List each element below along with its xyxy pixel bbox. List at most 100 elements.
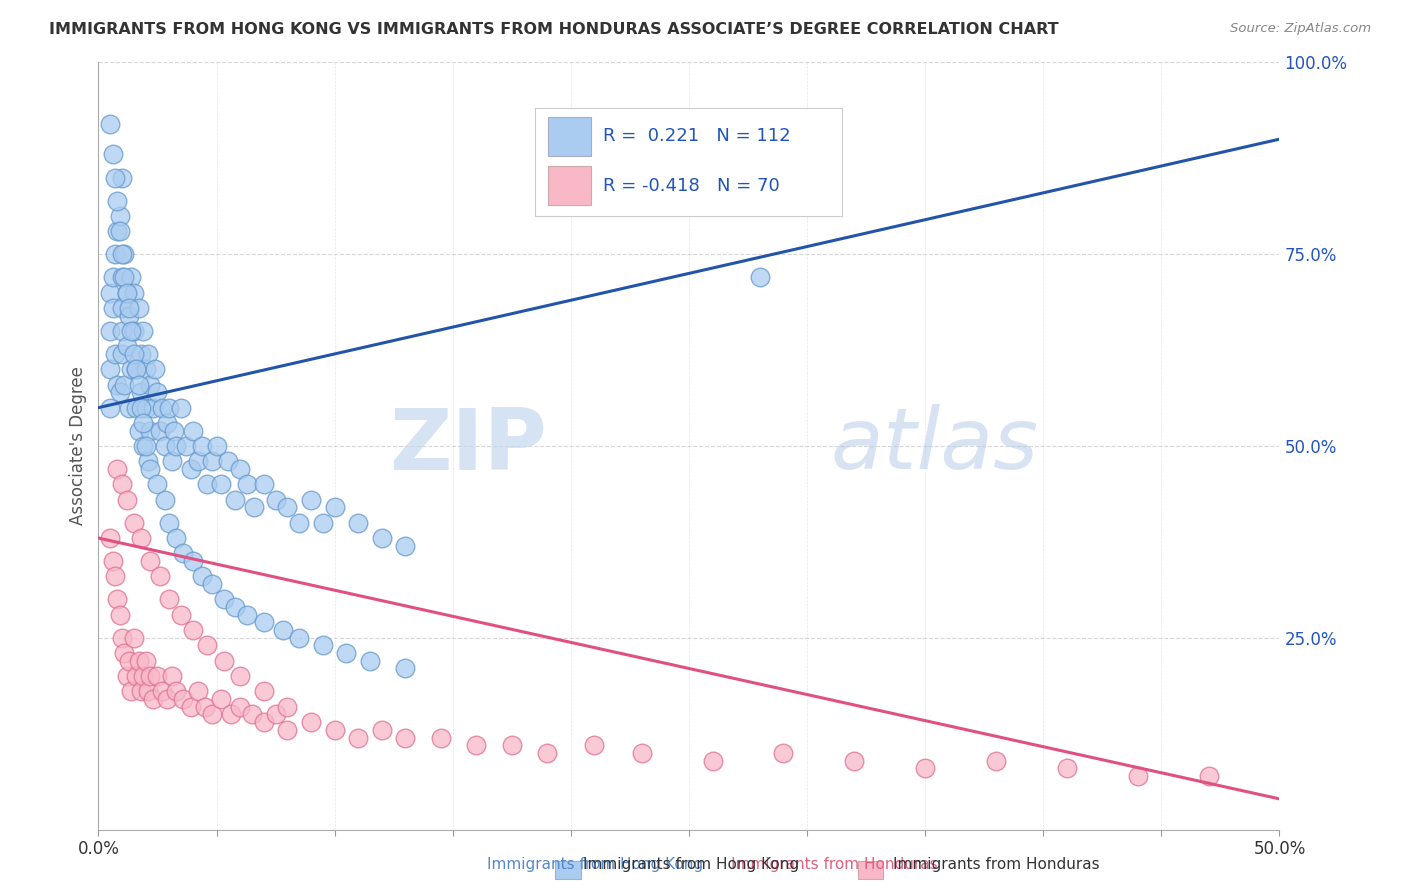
Point (160, 454, 183, 468)
Point (115, 285, 138, 300)
Point (323, 723, 346, 737)
Point (174, 439, 197, 453)
Point (209, 477, 232, 491)
Point (98, 401, 121, 415)
Point (122, 516, 145, 530)
Point (150, 401, 173, 415)
Point (195, 477, 218, 491)
Point (170, 607, 193, 622)
Point (172, 692, 194, 706)
Point (224, 600, 246, 615)
Point (180, 699, 202, 714)
Point (160, 669, 183, 683)
Point (136, 347, 159, 361)
Point (111, 631, 134, 645)
Point (135, 401, 157, 415)
Point (253, 684, 276, 698)
Point (111, 170, 134, 185)
Point (371, 531, 394, 545)
Point (465, 738, 488, 752)
Point (748, 270, 770, 285)
Point (201, 454, 224, 468)
Point (163, 424, 186, 438)
Point (236, 477, 259, 491)
Point (125, 669, 148, 683)
Text: Immigrants from Hong Kong: Immigrants from Hong Kong (486, 857, 703, 872)
Point (111, 270, 134, 285)
Point (299, 492, 322, 507)
Point (105, 224, 128, 238)
Point (142, 692, 165, 706)
Point (118, 654, 141, 668)
Point (139, 669, 162, 683)
Point (111, 324, 134, 338)
Point (121, 270, 143, 285)
Point (104, 569, 127, 583)
Point (276, 500, 298, 515)
Point (115, 285, 138, 300)
Point (111, 301, 134, 315)
Point (121, 324, 143, 338)
Point (135, 362, 157, 376)
Point (240, 707, 263, 722)
Point (157, 401, 180, 415)
Point (201, 577, 224, 591)
Point (118, 301, 141, 315)
Point (153, 492, 176, 507)
Point (135, 654, 157, 668)
Point (229, 462, 252, 476)
Point (132, 669, 155, 683)
Point (984, 754, 1007, 768)
Point (146, 669, 169, 683)
Point (112, 247, 135, 261)
Point (209, 692, 232, 706)
Point (143, 362, 166, 376)
Point (108, 385, 131, 400)
Point (105, 462, 128, 476)
Point (156, 416, 179, 430)
Point (139, 554, 162, 568)
Point (129, 684, 152, 698)
Point (112, 270, 135, 285)
Point (201, 707, 224, 722)
Point (125, 362, 148, 376)
Point (191, 439, 214, 453)
Text: Immigrants from Hong Kong: Immigrants from Hong Kong (583, 857, 800, 872)
Point (212, 654, 235, 668)
Point (142, 401, 165, 415)
Point (98, 531, 121, 545)
Point (121, 684, 143, 698)
Point (136, 454, 159, 468)
Point (501, 738, 523, 752)
Point (150, 684, 173, 698)
Point (264, 492, 287, 507)
Point (108, 607, 131, 622)
Point (335, 646, 357, 660)
Point (224, 492, 246, 507)
Point (359, 654, 381, 668)
Point (115, 492, 138, 507)
Point (914, 761, 936, 775)
Point (129, 531, 152, 545)
Point (111, 347, 134, 361)
Point (128, 424, 150, 438)
Point (253, 477, 276, 491)
Point (583, 738, 606, 752)
Point (132, 439, 155, 453)
Point (157, 516, 180, 530)
Point (187, 454, 209, 468)
Point (299, 715, 322, 730)
Point (394, 731, 416, 745)
Text: Immigrants from Honduras: Immigrants from Honduras (731, 857, 938, 872)
Point (111, 247, 134, 261)
Point (180, 462, 202, 476)
Point (312, 639, 335, 653)
Point (1126, 769, 1149, 783)
Point (115, 339, 138, 353)
Point (844, 754, 866, 768)
Point (772, 746, 794, 760)
Point (135, 439, 157, 453)
Point (104, 247, 127, 261)
Point (129, 385, 152, 400)
Point (112, 377, 135, 392)
